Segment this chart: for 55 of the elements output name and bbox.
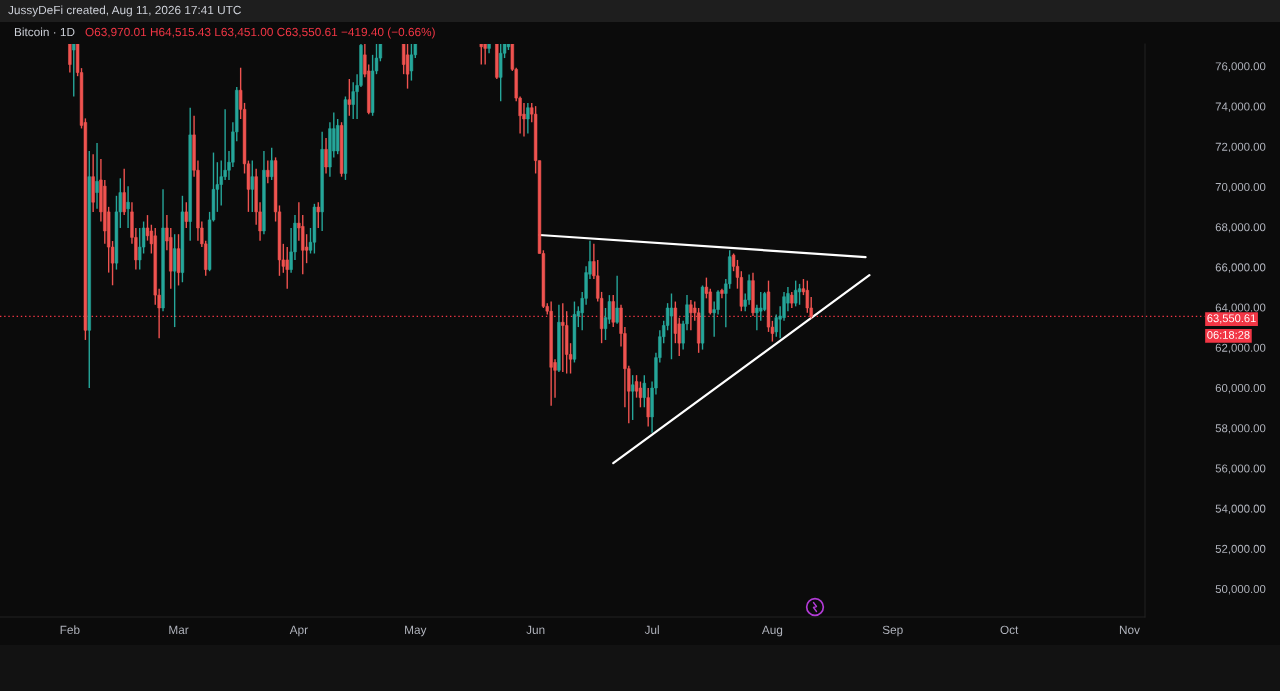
y-tick-label: 50,000.00 [1215,585,1266,595]
x-tick-label: May [405,625,427,637]
ref-line-label: 63,550.61 [1207,314,1256,324]
y-tick-label: 64,000.00 [1215,303,1266,313]
y-tick-label: 72,000.00 [1215,142,1266,153]
candlestick [611,294,615,328]
y-tick-label: 60,000.00 [1215,383,1266,394]
candlestick [669,292,674,360]
x-tick-label: Nov [1119,625,1140,634]
y-tick-label: 54,000.00 [1215,504,1266,515]
candlestick [797,283,802,306]
candlestick [762,291,767,312]
text: JussyDeFi created, Aug 11, 2026 17:41 UTC [8,5,241,17]
candlestick [526,102,530,135]
candlestick [405,44,410,90]
y-tick-label: 62,000.00 [1215,343,1266,354]
text: 06:18:28 [1207,330,1250,339]
candlestick [347,78,351,117]
y-tick-label: 66,000.00 [1215,263,1266,273]
candlestick [250,159,254,213]
candlestick [646,387,650,428]
candlestick [689,299,693,331]
candlestick [184,201,188,229]
x-tick-label: Jun [526,625,545,634]
candlestick [285,246,289,290]
chart-title: Bitcoin · 1D [14,27,75,37]
x-tick-label: Oct [1000,625,1019,634]
candlestick [642,374,646,408]
candlestick [759,291,763,322]
candlestick [324,137,328,175]
x-tick-label: Feb [60,625,80,634]
candlestick [479,44,483,66]
candlestick [630,374,635,421]
candlestick [266,159,270,184]
y-tick-label: 52,000.00 [1215,544,1266,555]
x-tick-label: Mar [169,625,189,634]
candlestick [794,279,798,308]
x-tick-label: Aug [761,625,783,637]
candlestick [270,147,274,181]
candlestick [316,201,320,229]
y-tick-label: 56,000.00 [1215,464,1266,474]
y-tick-label: 68,000.00 [1215,223,1266,233]
candlestick [176,233,181,287]
y-tick-label: 58,000.00 [1215,424,1266,434]
y-tick-label: 76,000.00 [1215,62,1266,72]
x-tick-label: Sep [882,625,903,637]
chart-subtitle: O63,970.01 H64,515.43 L63,451.00 C63,550.61 −419.40 (−0.66%) [85,27,435,39]
y-tick-label: 70,000.00 [1215,182,1266,193]
candlestick [561,302,565,373]
candlestick [483,44,487,66]
x-tick-label: Jul [644,625,659,634]
y-tick-label: 74,000.00 [1215,102,1266,112]
candlestick [805,279,809,314]
candlestick [615,275,619,325]
x-tick-label: Apr [289,625,308,637]
